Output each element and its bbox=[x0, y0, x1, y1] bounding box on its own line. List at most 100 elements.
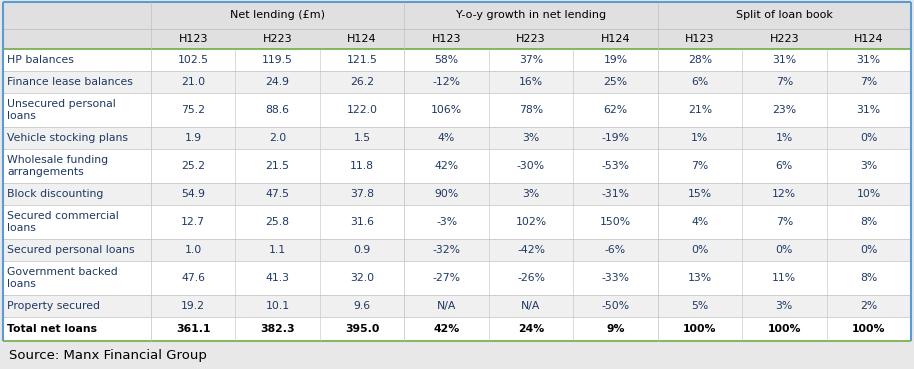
Text: 106%: 106% bbox=[431, 105, 462, 115]
Text: 19%: 19% bbox=[603, 55, 628, 65]
Text: Net lending (£m): Net lending (£m) bbox=[230, 10, 325, 21]
Text: 23%: 23% bbox=[772, 105, 796, 115]
Bar bbox=[3, 317, 911, 341]
Text: -32%: -32% bbox=[432, 245, 461, 255]
Bar bbox=[3, 29, 911, 49]
Bar bbox=[3, 149, 911, 183]
Text: 119.5: 119.5 bbox=[262, 55, 293, 65]
Text: 21.5: 21.5 bbox=[266, 161, 290, 171]
Text: -19%: -19% bbox=[601, 133, 630, 143]
Text: 121.5: 121.5 bbox=[346, 55, 377, 65]
Text: 12.7: 12.7 bbox=[181, 217, 206, 227]
Text: 1.9: 1.9 bbox=[185, 133, 202, 143]
Text: Wholesale funding
arrangements: Wholesale funding arrangements bbox=[7, 155, 108, 177]
Text: Source: Manx Financial Group: Source: Manx Financial Group bbox=[9, 348, 207, 362]
Bar bbox=[3, 239, 911, 261]
Text: 4%: 4% bbox=[438, 133, 455, 143]
Bar bbox=[3, 295, 911, 317]
Text: -3%: -3% bbox=[436, 217, 457, 227]
Text: 361.1: 361.1 bbox=[176, 324, 210, 334]
Text: 41.3: 41.3 bbox=[266, 273, 290, 283]
Text: 42%: 42% bbox=[434, 161, 459, 171]
Text: 0.9: 0.9 bbox=[354, 245, 371, 255]
Text: 1.5: 1.5 bbox=[354, 133, 371, 143]
Text: 3%: 3% bbox=[860, 161, 877, 171]
Text: 7%: 7% bbox=[776, 77, 793, 87]
Text: 21%: 21% bbox=[688, 105, 712, 115]
Text: 102%: 102% bbox=[515, 217, 547, 227]
Bar bbox=[3, 183, 911, 205]
Text: 15%: 15% bbox=[688, 189, 712, 199]
Bar bbox=[3, 127, 911, 149]
Text: 47.6: 47.6 bbox=[181, 273, 206, 283]
Text: 31%: 31% bbox=[856, 55, 881, 65]
Text: Total net loans: Total net loans bbox=[7, 324, 97, 334]
Text: 102.5: 102.5 bbox=[177, 55, 208, 65]
Bar bbox=[3, 205, 911, 239]
Text: -12%: -12% bbox=[432, 77, 461, 87]
Text: 26.2: 26.2 bbox=[350, 77, 374, 87]
Text: 395.0: 395.0 bbox=[345, 324, 379, 334]
Text: 8%: 8% bbox=[860, 217, 877, 227]
Text: 7%: 7% bbox=[691, 161, 708, 171]
Text: 100%: 100% bbox=[852, 324, 886, 334]
Text: Unsecured personal
loans: Unsecured personal loans bbox=[7, 99, 116, 121]
Text: -30%: -30% bbox=[517, 161, 545, 171]
Text: 37%: 37% bbox=[519, 55, 543, 65]
Text: 0%: 0% bbox=[691, 245, 708, 255]
Text: H123: H123 bbox=[431, 34, 462, 44]
Text: 100%: 100% bbox=[683, 324, 717, 334]
Text: H124: H124 bbox=[347, 34, 377, 44]
Text: Property secured: Property secured bbox=[7, 301, 100, 311]
Text: 21.0: 21.0 bbox=[181, 77, 206, 87]
Text: 24%: 24% bbox=[518, 324, 544, 334]
Text: 1%: 1% bbox=[691, 133, 708, 143]
Text: -27%: -27% bbox=[432, 273, 461, 283]
Bar bbox=[3, 341, 911, 369]
Text: 62%: 62% bbox=[603, 105, 628, 115]
Text: Government backed
loans: Government backed loans bbox=[7, 267, 118, 289]
Text: 1.0: 1.0 bbox=[185, 245, 202, 255]
Text: 25.2: 25.2 bbox=[181, 161, 206, 171]
Text: 8%: 8% bbox=[860, 273, 877, 283]
Text: 32.0: 32.0 bbox=[350, 273, 374, 283]
Text: 4%: 4% bbox=[691, 217, 708, 227]
Text: 19.2: 19.2 bbox=[181, 301, 206, 311]
Text: N/A: N/A bbox=[521, 301, 541, 311]
Text: 9%: 9% bbox=[606, 324, 624, 334]
Text: -53%: -53% bbox=[601, 161, 630, 171]
Text: 100%: 100% bbox=[768, 324, 801, 334]
Text: 31.6: 31.6 bbox=[350, 217, 374, 227]
Bar bbox=[3, 93, 911, 127]
Text: H123: H123 bbox=[178, 34, 208, 44]
Text: H123: H123 bbox=[686, 34, 715, 44]
Text: 5%: 5% bbox=[691, 301, 708, 311]
Bar bbox=[3, 71, 911, 93]
Text: -50%: -50% bbox=[601, 301, 630, 311]
Text: 6%: 6% bbox=[776, 161, 793, 171]
Text: 382.3: 382.3 bbox=[260, 324, 295, 334]
Text: 10%: 10% bbox=[856, 189, 881, 199]
Text: -6%: -6% bbox=[605, 245, 626, 255]
Text: 0%: 0% bbox=[860, 245, 877, 255]
Text: 16%: 16% bbox=[519, 77, 543, 87]
Text: 90%: 90% bbox=[434, 189, 459, 199]
Text: 9.6: 9.6 bbox=[354, 301, 371, 311]
Text: 11.8: 11.8 bbox=[350, 161, 374, 171]
Text: 1%: 1% bbox=[776, 133, 793, 143]
Text: N/A: N/A bbox=[437, 301, 456, 311]
Text: Y-o-y growth in net lending: Y-o-y growth in net lending bbox=[456, 10, 606, 21]
Bar bbox=[3, 49, 911, 71]
Text: 2%: 2% bbox=[860, 301, 877, 311]
Text: 6%: 6% bbox=[691, 77, 708, 87]
Text: H223: H223 bbox=[770, 34, 799, 44]
Text: 1.1: 1.1 bbox=[269, 245, 286, 255]
Text: H223: H223 bbox=[516, 34, 546, 44]
Text: H124: H124 bbox=[854, 34, 884, 44]
Text: 31%: 31% bbox=[856, 105, 881, 115]
Text: Secured commercial
loans: Secured commercial loans bbox=[7, 211, 119, 233]
Text: 7%: 7% bbox=[776, 217, 793, 227]
Text: 7%: 7% bbox=[860, 77, 877, 87]
Text: HP balances: HP balances bbox=[7, 55, 74, 65]
Text: 28%: 28% bbox=[688, 55, 712, 65]
